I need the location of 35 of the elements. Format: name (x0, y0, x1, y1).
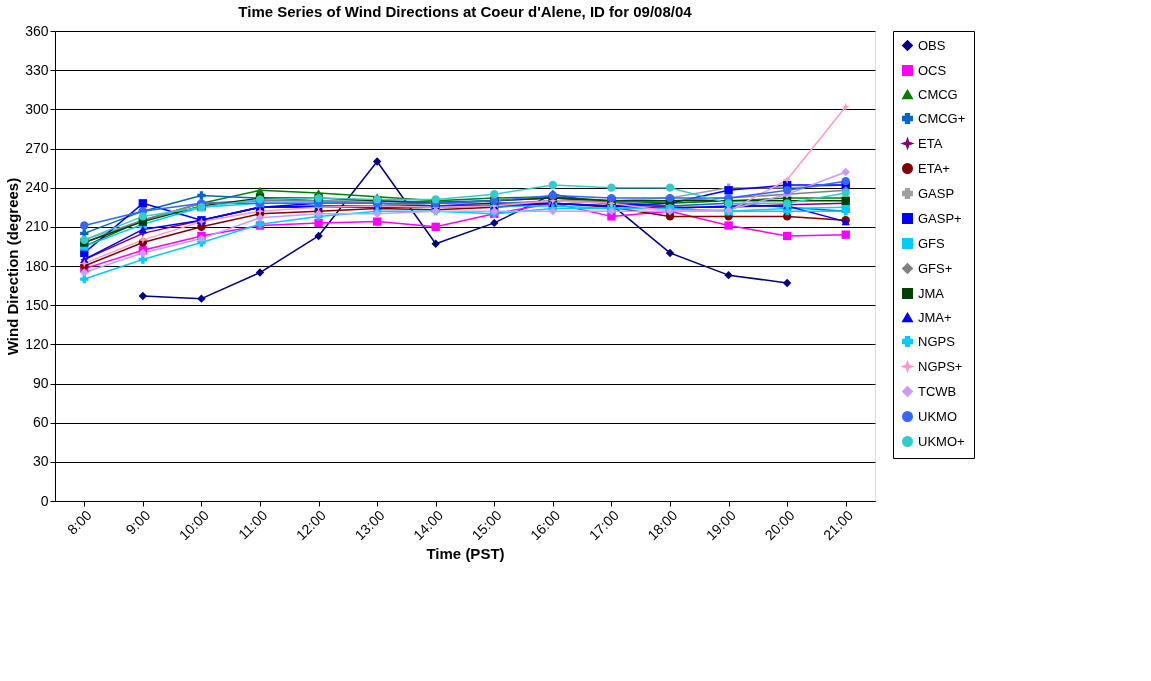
y-tick-label: 300 (25, 100, 49, 117)
legend-label: OCS (918, 62, 947, 78)
legend-label: NGPS+ (918, 358, 963, 374)
legend-label: CMCG (918, 86, 958, 102)
x-tick-label: 9:00 (122, 506, 154, 538)
y-tick-label: 270 (25, 140, 49, 156)
x-tick-label: 8:00 (64, 506, 95, 538)
legend-label: JMA+ (918, 309, 952, 325)
legend-label: TCWB (918, 383, 957, 399)
legend-label: UKMO (918, 408, 957, 424)
legend-label: GFS+ (918, 260, 953, 276)
legend-label: OBS (918, 37, 946, 53)
y-tick-label: 210 (25, 218, 49, 235)
legend-label: NGPS (918, 333, 956, 349)
y-tick-label: 330 (25, 61, 49, 78)
y-axis-title: Wind Direction (degrees) (4, 177, 22, 356)
legend-label: UKMO+ (918, 433, 965, 449)
y-tick-label: 120 (25, 335, 49, 352)
legend-label: ETA+ (918, 160, 950, 176)
y-tick-label: 240 (25, 179, 49, 196)
legend-label: GFS (918, 235, 946, 251)
y-tick-label: 360 (25, 22, 49, 39)
x-axis-title: Time (PST) (426, 545, 505, 563)
y-tick-label: 60 (32, 414, 49, 431)
chart-title: Time Series of Wind Directions at Coeur d'Alene, ID for 09/08/04 (238, 3, 693, 20)
y-tick-label: 180 (25, 257, 49, 274)
y-tick-label: 0 (40, 492, 49, 509)
legend-label: JMA (918, 285, 945, 301)
y-tick-label: 30 (32, 453, 49, 470)
legend-label: GASP (918, 185, 955, 201)
y-tick-label: 90 (32, 375, 49, 391)
legend-label: CMCG+ (918, 110, 966, 126)
legend-label: GASP+ (918, 210, 962, 226)
legend-label: ETA (918, 135, 943, 151)
y-tick-label: 150 (25, 296, 49, 313)
